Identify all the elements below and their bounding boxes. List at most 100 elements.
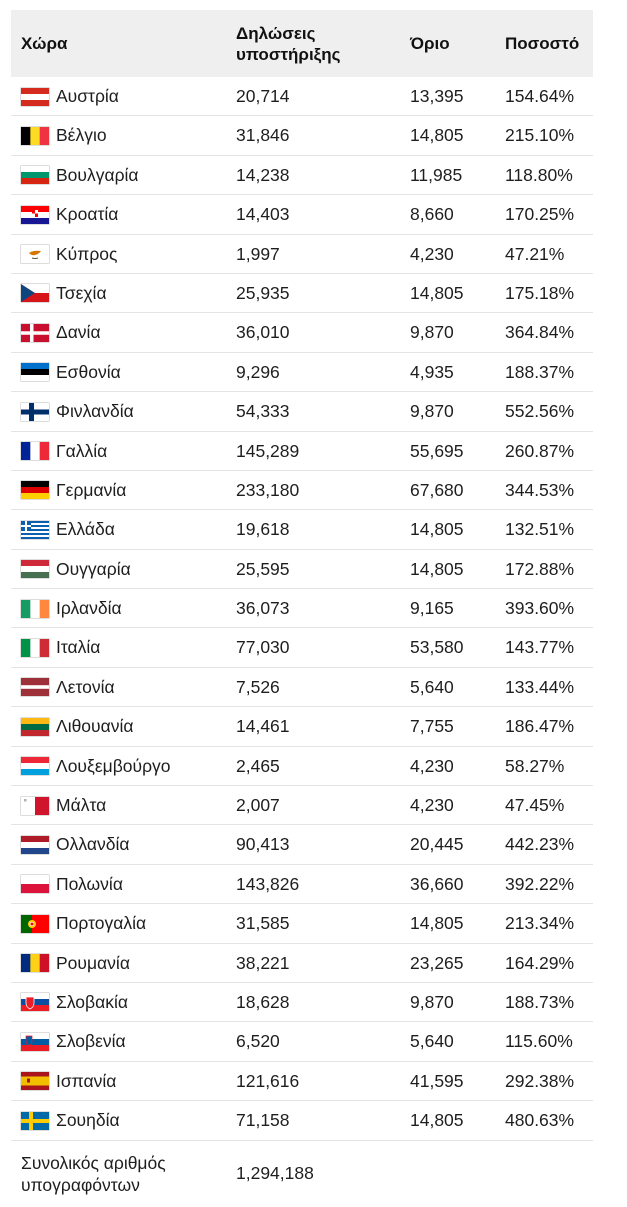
limit-cell: 9,165 — [410, 598, 454, 619]
percentage-cell: 364.84% — [505, 322, 575, 343]
limit-cell: 67,680 — [410, 479, 464, 500]
header-limit: Όριο — [410, 34, 450, 53]
declarations-cell: 38,221 — [236, 952, 290, 973]
percentage-cell: 115.60% — [505, 1031, 573, 1052]
table-row: Ολλανδία 90,413 20,445 442.23% — [11, 825, 593, 865]
country-name: Μάλτα — [56, 795, 107, 816]
percentage-cell: 143.77% — [505, 637, 575, 658]
sweden-flag-icon — [21, 1111, 49, 1130]
country-name: Εσθονία — [56, 361, 121, 382]
limit-cell: 36,660 — [410, 873, 464, 894]
percentage-cell: 344.53% — [505, 479, 575, 500]
table-row: Λετονία 7,526 5,640 133.44% — [11, 668, 593, 708]
table-row: Βέλγιο 31,846 14,805 215.10% — [11, 116, 593, 156]
percentage-cell: 393.60% — [505, 598, 575, 619]
country-cell: Ιρλανδία — [21, 589, 122, 628]
percentage-cell: 118.80% — [505, 164, 573, 185]
country-cell: Λουξεμβούργο — [21, 747, 171, 786]
declarations-cell: 121,616 — [236, 1070, 300, 1091]
declarations-cell: 36,073 — [236, 598, 290, 619]
country-cell: Πολωνία — [21, 865, 123, 904]
limit-cell: 14,805 — [410, 125, 464, 146]
declarations-cell: 25,595 — [236, 558, 290, 579]
country-cell: Δανία — [21, 313, 101, 352]
romania-flag-icon — [21, 954, 49, 973]
country-name: Ρουμανία — [56, 952, 130, 973]
percentage-cell: 552.56% — [505, 401, 575, 422]
portugal-flag-icon — [21, 914, 49, 933]
percentage-cell: 154.64% — [505, 86, 575, 106]
lithuania-flag-icon — [21, 717, 49, 736]
total-label-line1: Συνολικός αριθμός — [21, 1152, 166, 1173]
country-name: Φινλανδία — [56, 401, 134, 422]
poland-flag-icon — [21, 875, 49, 894]
declarations-cell: 1,997 — [236, 243, 280, 264]
header-declarations-line2: υποστήριξης — [236, 44, 341, 64]
table-row: Λιθουανία 14,461 7,755 186.47% — [11, 707, 593, 747]
header-declarations: Δηλώσεις υποστήριξης — [236, 10, 340, 77]
country-cell: Βουλγαρία — [21, 156, 139, 195]
table-row: Γαλλία 145,289 55,695 260.87% — [11, 432, 593, 471]
country-cell: Βέλγιο — [21, 116, 107, 155]
country-name: Πολωνία — [56, 873, 123, 894]
table-row: Κύπρος 1,997 4,230 47.21% — [11, 235, 593, 274]
declarations-cell: 2,465 — [236, 755, 280, 776]
country-name: Λετονία — [56, 676, 115, 697]
limit-cell: 53,580 — [410, 637, 464, 658]
declarations-cell: 18,628 — [236, 991, 290, 1012]
table-row: Φινλανδία 54,333 9,870 552.56% — [11, 392, 593, 432]
country-cell: Ουγγαρία — [21, 550, 131, 589]
header-country: Χώρα — [21, 34, 68, 53]
declarations-cell: 14,238 — [236, 164, 290, 185]
country-cell: Ιταλία — [21, 628, 100, 667]
percentage-cell: 442.23% — [505, 834, 575, 855]
france-flag-icon — [21, 442, 49, 461]
limit-cell: 14,805 — [410, 558, 464, 579]
country-name: Δανία — [56, 322, 101, 343]
germany-flag-icon — [21, 481, 49, 500]
declarations-cell: 90,413 — [236, 834, 290, 855]
percentage-cell: 188.37% — [505, 361, 575, 382]
table-row: Πορτογαλία 31,585 14,805 213.34% — [11, 904, 593, 944]
slovakia-flag-icon — [21, 993, 49, 1012]
percentage-cell: 172.88% — [505, 558, 575, 579]
country-cell: Γαλλία — [21, 432, 107, 471]
country-cell: Εσθονία — [21, 353, 121, 392]
declarations-cell: 54,333 — [236, 401, 290, 422]
country-name: Κροατία — [56, 204, 119, 225]
table-row: Πολωνία 143,826 36,660 392.22% — [11, 865, 593, 905]
limit-cell: 4,230 — [410, 795, 454, 816]
table-row: Δανία 36,010 9,870 364.84% — [11, 313, 593, 353]
table-row: Ρουμανία 38,221 23,265 164.29% — [11, 944, 593, 983]
limit-cell: 8,660 — [410, 204, 454, 225]
table-row: Σλοβακία 18,628 9,870 188.73% — [11, 983, 593, 1023]
czechia-flag-icon — [21, 284, 49, 303]
slovenia-flag-icon — [21, 1032, 49, 1051]
country-name: Ολλανδία — [56, 834, 130, 855]
country-name: Σλοβενία — [56, 1031, 126, 1052]
greece-flag-icon — [21, 520, 49, 539]
declarations-cell: 20,714 — [236, 86, 290, 106]
table-row: Λουξεμβούργο 2,465 4,230 58.27% — [11, 747, 593, 787]
signatures-table: Χώρα Δηλώσεις υποστήριξης Όριο Ποσοστό Α… — [11, 10, 593, 1207]
country-name: Γερμανία — [56, 479, 127, 500]
percentage-cell: 188.73% — [505, 991, 575, 1012]
limit-cell: 9,870 — [410, 401, 454, 422]
country-name: Τσεχία — [56, 282, 107, 303]
table-row: Αυστρία 20,714 13,395 154.64% — [11, 77, 593, 117]
declarations-cell: 143,826 — [236, 873, 300, 894]
country-name: Ισπανία — [56, 1070, 117, 1091]
table-row: Γερμανία 233,180 67,680 344.53% — [11, 471, 593, 511]
country-name: Ιρλανδία — [56, 598, 122, 619]
header-percentage: Ποσοστό — [505, 34, 580, 53]
percentage-cell: 186.47% — [505, 716, 575, 737]
percentage-cell: 133.44% — [505, 676, 575, 697]
declarations-cell: 14,461 — [236, 716, 290, 737]
percentage-cell: 480.63% — [505, 1110, 575, 1131]
declarations-cell: 31,846 — [236, 125, 290, 146]
country-name: Γαλλία — [56, 440, 108, 461]
luxembourg-flag-icon — [21, 757, 49, 776]
percentage-cell: 132.51% — [505, 519, 575, 540]
country-name: Κύπρος — [56, 243, 118, 264]
finland-flag-icon — [21, 402, 49, 421]
